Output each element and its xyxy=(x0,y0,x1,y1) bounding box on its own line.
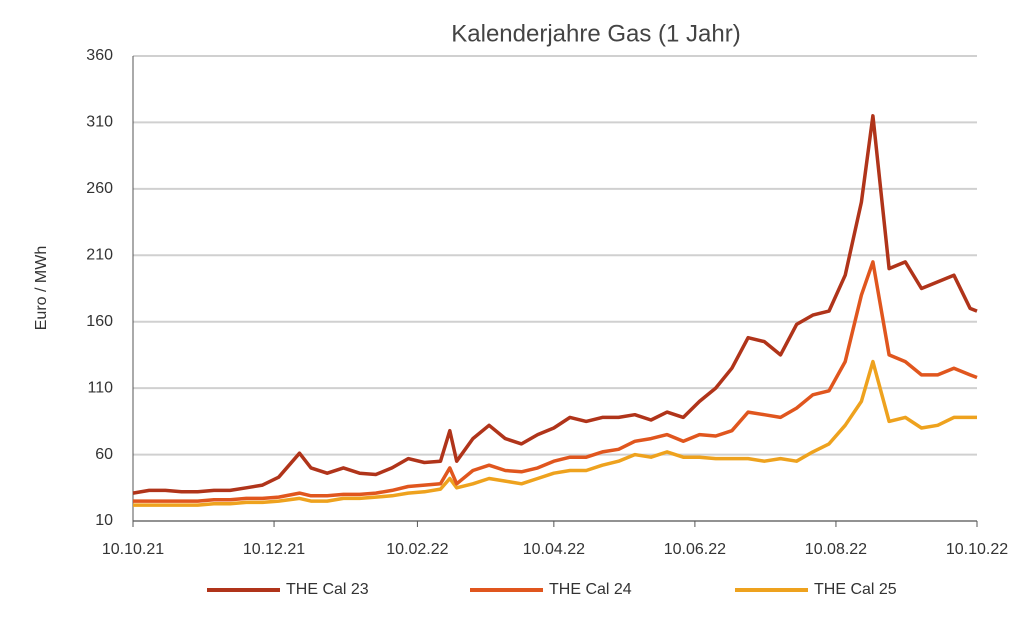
x-tick-label: 10.10.22 xyxy=(946,541,1008,558)
x-tick-label: 10.12.21 xyxy=(243,541,305,558)
x-tick-label: 10.02.22 xyxy=(386,541,448,558)
x-tick-label: 10.10.21 xyxy=(102,541,164,558)
series-line xyxy=(133,260,978,503)
y-tick-label: 60 xyxy=(95,446,113,463)
y-tick-label: 210 xyxy=(86,247,113,264)
y-tick-label: 310 xyxy=(86,114,113,131)
legend-label: THE Cal 23 xyxy=(286,581,369,598)
x-tick-label: 10.04.22 xyxy=(523,541,585,558)
legend-label: THE Cal 24 xyxy=(549,581,632,598)
chart-title: Kalenderjahre Gas (1 Jahr) xyxy=(451,20,740,47)
legend-label: THE Cal 25 xyxy=(814,581,897,598)
x-tick-label: 10.06.22 xyxy=(664,541,726,558)
x-tick-label: 10.08.22 xyxy=(805,541,867,558)
y-tick-label: 360 xyxy=(86,47,113,64)
series-line xyxy=(133,359,977,507)
series-line xyxy=(132,114,978,495)
y-axis-label: Euro / MWh xyxy=(33,246,50,330)
y-tick-label: 160 xyxy=(86,313,113,330)
y-tick-label: 10 xyxy=(95,512,113,529)
y-tick-label: 110 xyxy=(87,379,113,396)
y-tick-label: 260 xyxy=(86,180,113,197)
